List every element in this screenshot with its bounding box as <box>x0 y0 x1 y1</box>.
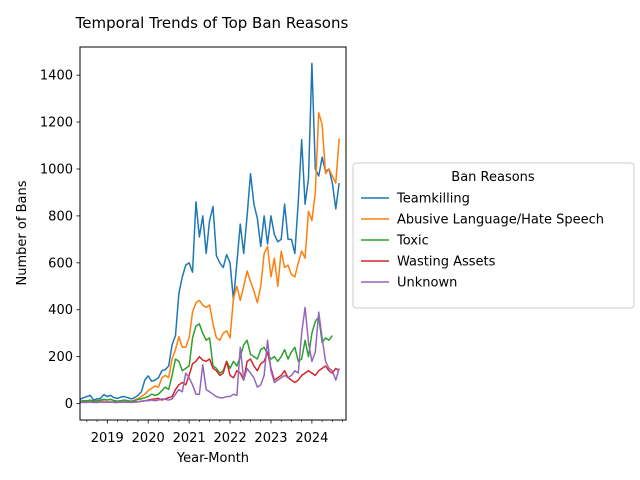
y-tick-label: 1400 <box>40 69 73 84</box>
series-line-2 <box>79 316 333 402</box>
legend-label-4: Unknown <box>397 276 457 291</box>
y-tick-label: 400 <box>48 303 73 318</box>
y-tick-label: 600 <box>48 256 73 271</box>
x-axis-label: Year-Month <box>176 451 249 466</box>
y-axis: 0 200 400 600 800 1000 1200 1400 <box>40 69 80 412</box>
plot-area <box>79 46 347 421</box>
x-tick-label: 2020 <box>132 431 165 446</box>
legend-label-2: Toxic <box>396 234 429 249</box>
x-tick-label: 2021 <box>173 431 206 446</box>
legend-title: Ban Reasons <box>451 170 535 185</box>
y-tick-label: 1000 <box>40 162 73 177</box>
legend-frame <box>352 162 635 309</box>
legend: Ban Reasons Teamkilling Abusive Language/… <box>352 162 635 309</box>
plot-frame <box>79 46 347 421</box>
y-tick-label: 800 <box>48 209 73 224</box>
y-axis-label: Number of Bans <box>15 180 30 285</box>
series-line-0 <box>79 62 340 401</box>
x-tick-label: 2023 <box>254 431 287 446</box>
chart-title: Temporal Trends of Top Ban Reasons <box>75 14 349 32</box>
x-axis: 2019 2020 2021 2022 2023 2024 <box>86 420 343 446</box>
y-tick-label: 0 <box>65 397 73 412</box>
legend-label-1: Abusive Language/Hate Speech <box>397 213 604 228</box>
y-tick-label: 1200 <box>40 116 73 131</box>
series-line-4 <box>80 306 340 404</box>
series-layer <box>79 62 340 404</box>
y-tick-label: 200 <box>48 350 73 365</box>
legend-items: Teamkilling Abusive Language/Hate Speech T… <box>361 192 604 291</box>
legend-label-3: Wasting Assets <box>397 255 496 270</box>
legend-label-0: Teamkilling <box>396 192 470 207</box>
x-tick-label: 2024 <box>295 431 328 446</box>
x-tick-label: 2019 <box>91 431 124 446</box>
x-tick-label: 2022 <box>214 431 247 446</box>
